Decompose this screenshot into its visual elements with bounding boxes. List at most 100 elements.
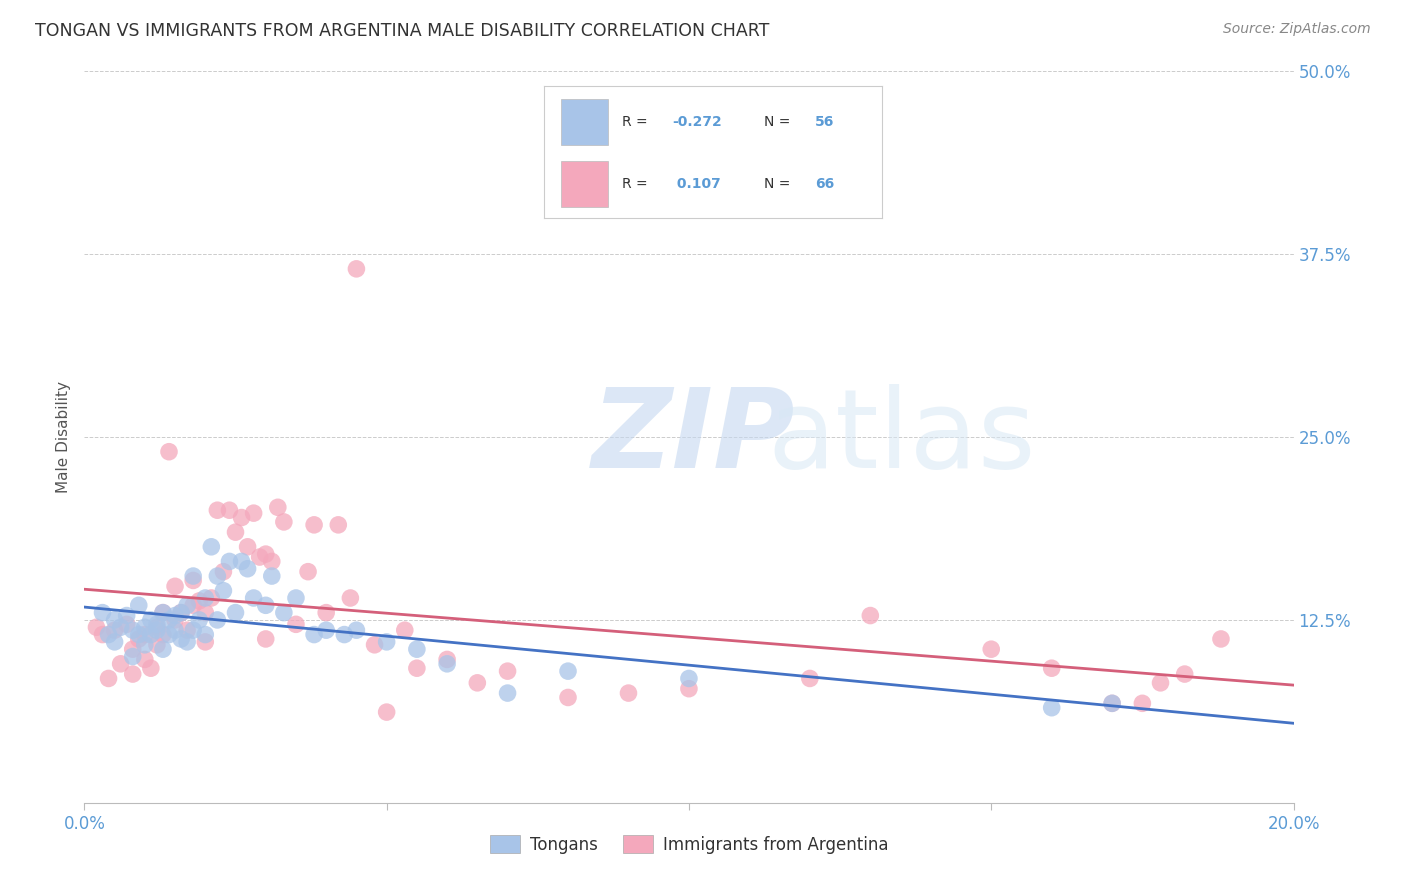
Point (157, 627, 180, 641)
Point (363, 638, 385, 652)
Point (254, 632, 277, 646)
Point (859, 608, 882, 623)
Point (165, 613, 187, 627)
Point (152, 627, 174, 641)
Point (678, 681, 700, 696)
Point (86, 620, 108, 634)
Point (285, 617, 308, 632)
Point (121, 623, 143, 637)
Point (557, 664, 579, 678)
Point (121, 649, 143, 664)
Point (152, 642, 174, 657)
Point (194, 627, 217, 641)
Point (139, 613, 162, 627)
Point (980, 642, 1002, 657)
Point (285, 591, 308, 605)
Point (194, 606, 217, 620)
Point (212, 583, 235, 598)
Point (678, 672, 700, 686)
Point (157, 444, 180, 458)
Point (128, 632, 150, 646)
Point (242, 591, 264, 605)
Point (91, 606, 114, 620)
Point (328, 517, 350, 532)
Point (1040, 661, 1063, 675)
Point (139, 627, 162, 641)
Point (242, 506, 264, 520)
Point (267, 500, 290, 515)
Point (260, 569, 283, 583)
Point (188, 594, 211, 608)
Point (218, 503, 240, 517)
Text: ZIP: ZIP (592, 384, 796, 491)
Point (104, 635, 127, 649)
Point (346, 261, 368, 276)
Point (152, 606, 174, 620)
Point (121, 642, 143, 657)
Point (207, 503, 229, 517)
Point (302, 627, 325, 641)
Point (157, 613, 180, 627)
Point (1101, 696, 1123, 710)
Point (254, 599, 277, 613)
Point (97, 627, 120, 641)
Point (165, 579, 187, 593)
Point (176, 599, 198, 613)
Point (128, 627, 150, 641)
Point (236, 562, 259, 576)
Point (115, 608, 138, 623)
Point (146, 617, 169, 632)
Y-axis label: Male Disability: Male Disability (56, 381, 72, 493)
Point (139, 661, 162, 675)
Point (315, 606, 337, 620)
Point (1101, 696, 1123, 710)
Point (496, 686, 519, 700)
Point (200, 591, 222, 605)
Point (194, 635, 217, 649)
Point (273, 515, 295, 529)
Point (1209, 632, 1232, 646)
Point (339, 591, 361, 605)
Point (110, 620, 132, 634)
Point (467, 676, 489, 690)
Point (236, 540, 259, 554)
Point (91, 627, 114, 641)
Point (406, 661, 429, 675)
Point (231, 510, 253, 524)
Point (181, 599, 204, 613)
Point (1130, 696, 1153, 710)
Point (315, 623, 337, 637)
Point (249, 549, 271, 564)
Point (146, 623, 169, 637)
Point (134, 638, 156, 652)
Point (170, 606, 193, 620)
Text: TONGAN VS IMMIGRANTS FROM ARGENTINA MALE DISABILITY CORRELATION CHART: TONGAN VS IMMIGRANTS FROM ARGENTINA MALE… (35, 22, 769, 40)
Point (375, 635, 398, 649)
Point (181, 623, 204, 637)
Point (346, 623, 368, 637)
Point (207, 569, 229, 583)
Point (194, 591, 217, 605)
Point (406, 642, 429, 657)
Point (181, 569, 204, 583)
Point (121, 667, 143, 681)
Point (1174, 667, 1197, 681)
Point (375, 705, 398, 719)
Point (557, 690, 579, 705)
Point (176, 623, 198, 637)
Point (134, 620, 156, 634)
Point (188, 613, 211, 627)
Point (218, 554, 240, 568)
Point (134, 652, 156, 666)
Point (302, 517, 325, 532)
Point (165, 608, 187, 623)
Point (128, 599, 150, 613)
Text: Source: ZipAtlas.com: Source: ZipAtlas.com (1223, 22, 1371, 37)
Point (1040, 700, 1063, 714)
Point (254, 547, 277, 561)
Point (207, 613, 229, 627)
Point (176, 635, 198, 649)
Point (134, 627, 156, 641)
Point (225, 606, 247, 620)
Point (200, 540, 222, 554)
